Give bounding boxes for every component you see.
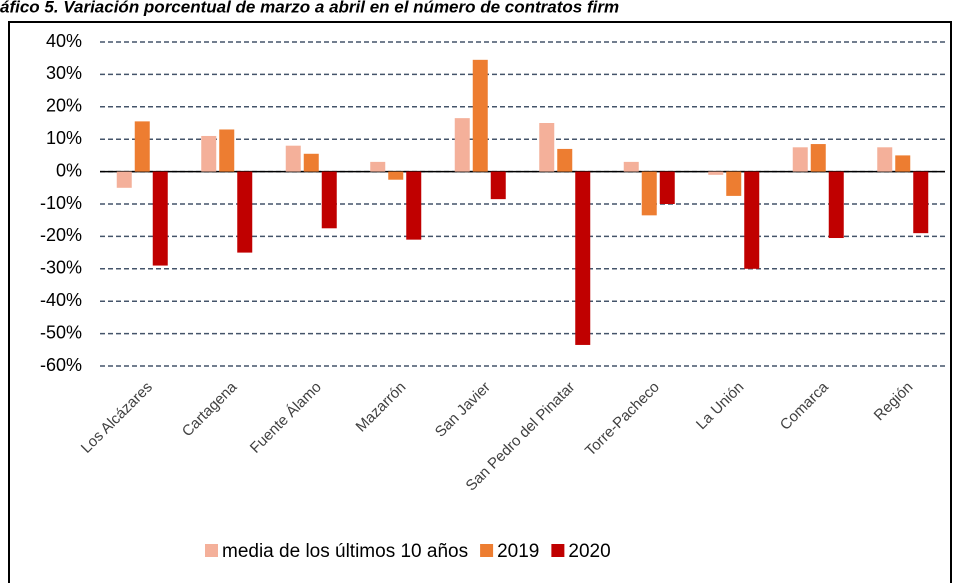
y-tick-label: -60% xyxy=(40,355,82,375)
x-tick-label: Cartagena xyxy=(179,378,241,440)
y-tick-label: -40% xyxy=(40,290,82,310)
bar xyxy=(726,171,742,196)
y-tick-label: -30% xyxy=(40,258,82,278)
x-tick-label: Mazarrón xyxy=(353,379,410,436)
legend-label: media de los últimos 10 años xyxy=(222,541,468,562)
bar xyxy=(895,155,911,172)
y-tick-label: -50% xyxy=(40,322,82,342)
bar xyxy=(575,171,591,345)
x-tick-label: La Unión xyxy=(693,379,747,433)
bar xyxy=(285,145,301,172)
legend-label: 2020 xyxy=(568,541,610,562)
y-tick-label: 10% xyxy=(46,128,82,148)
bar xyxy=(370,161,386,172)
bar xyxy=(472,59,488,172)
x-tick-label: Región xyxy=(871,379,917,425)
bar xyxy=(708,171,724,175)
bar xyxy=(490,171,506,200)
x-tick-label: Los Alcázares xyxy=(78,379,156,457)
y-tick-label: 30% xyxy=(46,63,82,83)
x-tick-label: San Javier xyxy=(432,379,494,441)
bar xyxy=(828,171,844,239)
chart-border xyxy=(8,21,952,588)
legend-swatch xyxy=(480,544,494,557)
y-tick-label: 20% xyxy=(46,96,82,116)
y-tick-label: -20% xyxy=(40,225,82,245)
x-tick-label: Fuente Álamo xyxy=(247,379,325,457)
bar xyxy=(134,121,150,172)
bar xyxy=(201,135,217,172)
bar xyxy=(744,171,760,269)
bar xyxy=(321,171,337,229)
y-tick-label: 0% xyxy=(56,160,82,180)
y-tick-label: -10% xyxy=(40,193,82,213)
bar xyxy=(539,123,555,172)
bar xyxy=(641,171,657,216)
bar xyxy=(659,171,675,204)
chart-title: áfico 5. Variación porcentual de marzo a… xyxy=(0,0,619,16)
bar xyxy=(810,144,826,172)
legend-label: 2019 xyxy=(497,541,539,562)
bar xyxy=(388,171,404,180)
bar xyxy=(454,118,470,172)
x-tick-label: Torre-Pacheco xyxy=(582,379,663,460)
bar xyxy=(913,171,929,234)
bar xyxy=(877,147,893,172)
legend-swatch xyxy=(205,544,218,557)
bar xyxy=(406,171,422,240)
bar xyxy=(623,161,639,172)
x-tick-label: Comarca xyxy=(777,378,833,434)
bar xyxy=(152,171,168,266)
bar xyxy=(116,171,132,188)
bar xyxy=(219,129,235,172)
bar xyxy=(792,147,808,172)
legend-swatch xyxy=(551,544,565,557)
y-tick-label: 40% xyxy=(46,31,82,51)
bar xyxy=(237,171,253,253)
bar xyxy=(303,153,319,172)
bar xyxy=(557,148,573,172)
